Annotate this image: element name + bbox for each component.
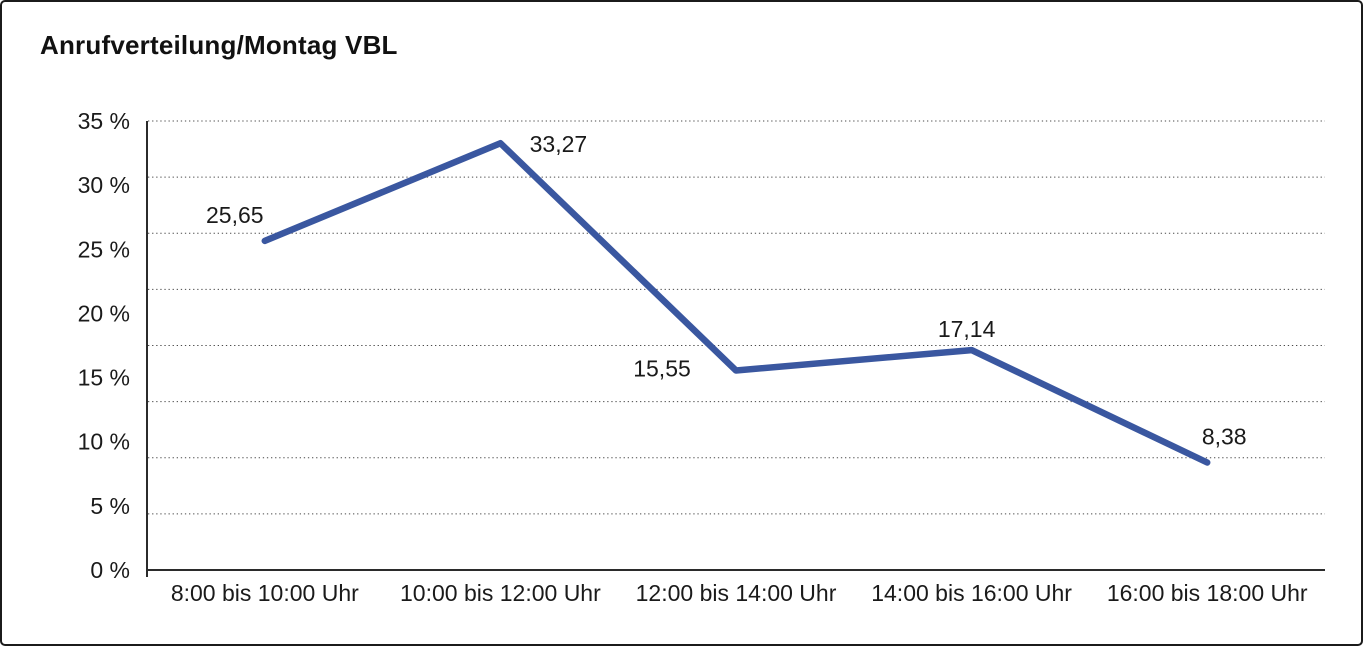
y-tick-label: 10 % <box>78 429 130 455</box>
x-category-label: 16:00 bis 18:00 Uhr <box>1107 580 1308 606</box>
data-point-label: 15,55 <box>633 356 691 382</box>
x-category-label: 8:00 bis 10:00 Uhr <box>171 580 359 606</box>
data-point-label: 33,27 <box>530 131 588 157</box>
x-category-label: 14:00 bis 16:00 Uhr <box>871 580 1072 606</box>
x-category-label: 10:00 bis 12:00 Uhr <box>400 580 601 606</box>
data-point-label: 17,14 <box>938 316 996 342</box>
y-tick-label: 0 % <box>90 557 130 583</box>
x-category-label: 12:00 bis 14:00 Uhr <box>636 580 837 606</box>
chart-title: Anrufverteilung/Montag VBL <box>40 30 398 60</box>
y-tick-label: 5 % <box>90 493 130 519</box>
y-tick-label: 35 % <box>78 108 130 134</box>
y-tick-label: 25 % <box>78 236 130 262</box>
y-tick-label: 30 % <box>78 172 130 198</box>
data-point-label: 25,65 <box>206 202 264 228</box>
series-line <box>261 139 1211 466</box>
y-tick-label: 20 % <box>78 300 130 326</box>
y-tick-label: 15 % <box>78 365 130 391</box>
data-point-label: 8,38 <box>1202 423 1247 449</box>
